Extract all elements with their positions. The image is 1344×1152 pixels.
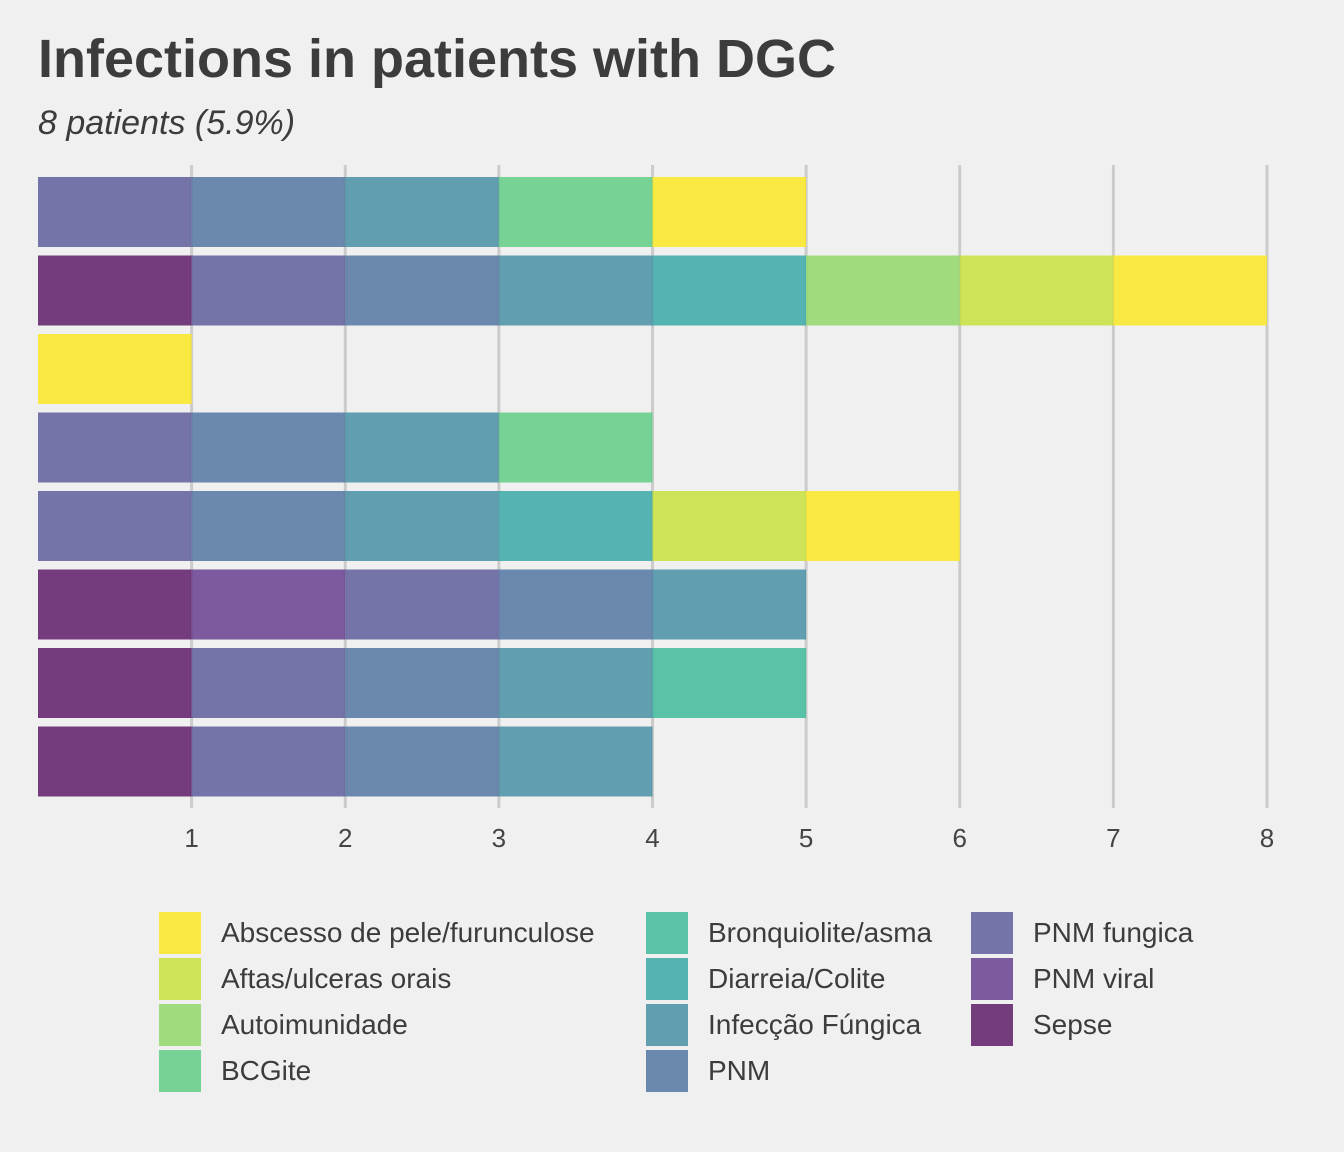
x-tick-label: 1 [184, 823, 198, 853]
legend-swatch [971, 958, 1013, 1000]
legend-item: PNM [646, 1050, 770, 1092]
bar-segment [806, 255, 960, 326]
legend-label: BCGite [221, 1055, 312, 1086]
bar-segment [38, 255, 192, 326]
bar-segment [191, 491, 346, 561]
legend-label: PNM viral [1033, 963, 1155, 994]
bar-segment [345, 177, 499, 247]
bar-segment [345, 412, 499, 483]
bar-segment [652, 177, 807, 247]
bar-segment [806, 491, 960, 561]
legend-swatch [159, 912, 201, 954]
x-tick-label: 4 [645, 823, 659, 853]
bar-segment [498, 726, 653, 797]
bar-segment [38, 569, 192, 640]
bar-segment [38, 726, 192, 797]
bar-segment [1113, 255, 1267, 326]
legend-item: PNM viral [971, 958, 1154, 1000]
legend-swatch [159, 1004, 201, 1046]
x-tick-label: 5 [799, 823, 813, 853]
bar-segment [652, 491, 807, 561]
legend-swatch [646, 1050, 688, 1092]
legend-label: Sepse [1033, 1009, 1113, 1040]
bar-segment [191, 255, 346, 326]
bar-segment [345, 569, 499, 640]
legend-item: Sepse [971, 1004, 1112, 1046]
bar-segment [191, 569, 346, 640]
legend-label: Aftas/ulceras orais [221, 963, 452, 994]
bar-segment [652, 255, 807, 326]
bar-segment [498, 255, 653, 326]
bar-segment [191, 726, 346, 797]
legend-item: PNM fungica [971, 912, 1193, 954]
legend-item: Aftas/ulceras orais [159, 958, 451, 1000]
legend-label: Infecção Fúngica [708, 1009, 922, 1040]
legend-item: Bronquiolite/asma [646, 912, 932, 954]
x-tick-label: 6 [953, 823, 967, 853]
bar-segment [38, 177, 192, 247]
legend-swatch [646, 1004, 688, 1046]
chart-title: Infections in patients with DGC [38, 29, 837, 89]
bar-segment [345, 726, 499, 797]
legend-label: Abscesso de pele/furunculose [221, 917, 595, 948]
x-tick-label: 3 [492, 823, 506, 853]
bar-segment [38, 648, 192, 718]
bar-segment [191, 412, 346, 483]
bar-segment [652, 569, 807, 640]
bar-segment [38, 491, 192, 561]
bar-segment [345, 491, 499, 561]
legend-item: Autoimunidade [159, 1004, 408, 1046]
bar-segment [959, 255, 1114, 326]
legend-swatch [971, 1004, 1013, 1046]
bar-segment [38, 334, 192, 404]
legend-item: Abscesso de pele/furunculose [159, 912, 595, 954]
legend-swatch [159, 1050, 201, 1092]
stacked-bar-chart: 1 2 3 4 5 6 7 8 [38, 165, 1274, 853]
bar-segment [498, 177, 653, 247]
legend: Abscesso de pele/furunculose Aftas/ulcera… [159, 912, 1299, 1112]
legend-label: Diarreia/Colite [708, 963, 886, 994]
legend-label: Autoimunidade [221, 1009, 408, 1040]
chart-subtitle: 8 patients (5.9%) [38, 104, 296, 142]
bar-segment [191, 648, 346, 718]
bars-group [38, 177, 1267, 797]
x-tick-label: 8 [1260, 823, 1274, 853]
legend-swatch [646, 958, 688, 1000]
bar-segment [498, 412, 653, 483]
bar-segment [345, 255, 499, 326]
x-tick-label: 2 [338, 823, 352, 853]
bar-segment [498, 491, 653, 561]
legend-swatch [646, 912, 688, 954]
bar-segment [191, 177, 346, 247]
x-axis-ticks: 1 2 3 4 5 6 7 8 [184, 823, 1274, 853]
legend-label: PNM fungica [1033, 917, 1194, 948]
legend-item: Diarreia/Colite [646, 958, 885, 1000]
bar-segment [498, 569, 653, 640]
x-tick-label: 7 [1106, 823, 1120, 853]
bar-segment [498, 648, 653, 718]
legend-swatch [971, 912, 1013, 954]
bar-segment [652, 648, 807, 718]
legend-item: BCGite [159, 1050, 311, 1092]
bar-segment [345, 648, 499, 718]
legend-swatch [159, 958, 201, 1000]
legend-label: Bronquiolite/asma [708, 917, 933, 948]
legend-item: Infecção Fúngica [646, 1004, 921, 1046]
legend-label: PNM [708, 1055, 771, 1086]
bar-segment [38, 412, 192, 483]
